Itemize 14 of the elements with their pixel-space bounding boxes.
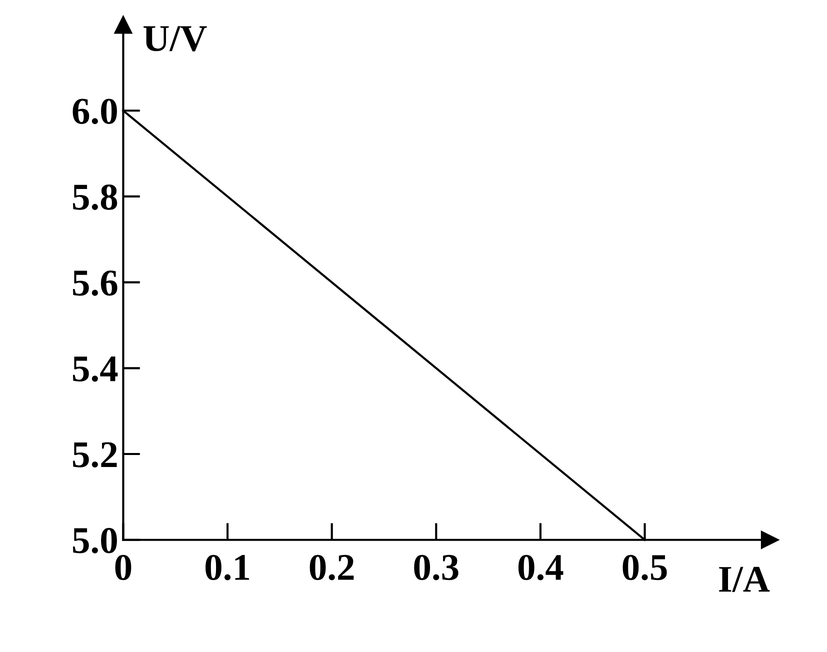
- y-tick-label: 5.0: [72, 528, 117, 554]
- x-tick-label: 0: [115, 554, 132, 580]
- x-tick-label: 0.1: [206, 554, 250, 580]
- y-tick-label: 6.0: [72, 98, 117, 124]
- y-axis-title: U/V: [144, 26, 207, 52]
- x-tick-label: 0.4: [518, 554, 564, 580]
- x-axis-title: I/A: [719, 566, 770, 592]
- x-tick-label: 0.3: [414, 554, 458, 580]
- y-tick-label: 5.4: [72, 356, 118, 382]
- x-tick-label: 0.5: [622, 554, 667, 580]
- y-tick-label: 5.6: [72, 270, 118, 296]
- y-tick-label: 5.2: [72, 442, 117, 468]
- x-tick-label: 0.2: [310, 554, 354, 580]
- y-tick-label: 5.8: [72, 184, 118, 210]
